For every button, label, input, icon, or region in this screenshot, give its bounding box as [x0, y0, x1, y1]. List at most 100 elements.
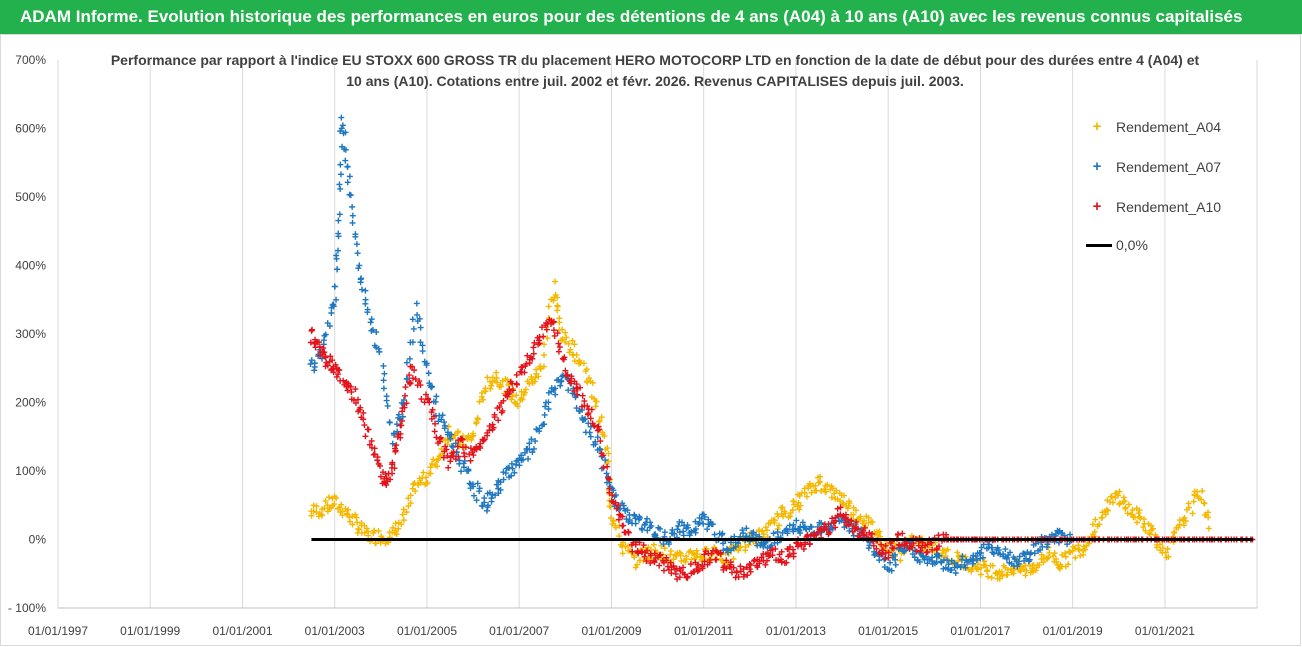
data-point [489, 421, 496, 428]
y-tick-label: 400% [15, 259, 46, 273]
data-point [1092, 516, 1099, 523]
data-point [541, 421, 548, 428]
data-point [477, 444, 484, 451]
data-point [361, 529, 368, 536]
data-point [403, 400, 410, 407]
data-point [327, 353, 334, 360]
data-point [1142, 527, 1149, 534]
data-point [1125, 501, 1132, 508]
data-point [778, 548, 785, 555]
data-point [370, 451, 377, 458]
data-point [526, 440, 533, 447]
data-point [730, 555, 737, 562]
data-point [1199, 487, 1206, 494]
data-point [326, 323, 333, 330]
data-point [568, 375, 575, 382]
data-point [807, 523, 814, 530]
data-point [873, 545, 880, 552]
data-point [597, 446, 604, 453]
data-point [542, 403, 549, 410]
data-point [787, 510, 794, 517]
data-point [321, 349, 328, 356]
data-point [817, 478, 824, 485]
data-point [700, 554, 707, 561]
data-point [1122, 504, 1129, 511]
data-point [1198, 496, 1205, 503]
data-point [1043, 543, 1050, 550]
data-point [915, 542, 922, 549]
data-point [640, 542, 647, 549]
data-point [550, 319, 557, 326]
data-point [709, 521, 716, 528]
data-point [333, 296, 340, 303]
data-point [688, 528, 695, 535]
data-point [541, 352, 548, 359]
data-point [407, 492, 414, 499]
data-point [924, 548, 931, 555]
data-point [812, 531, 819, 538]
data-point [461, 453, 468, 460]
data-point [401, 404, 408, 411]
data-point [740, 566, 747, 573]
data-point [881, 556, 888, 563]
data-point [1017, 568, 1024, 575]
data-point [537, 365, 544, 372]
data-point [469, 433, 476, 440]
data-point [775, 557, 782, 564]
data-point [431, 428, 438, 435]
data-point [1077, 552, 1084, 559]
data-point [398, 422, 405, 429]
data-point [355, 526, 362, 533]
data-point [574, 391, 581, 398]
data-point [840, 499, 847, 506]
data-point [389, 440, 396, 447]
data-point [1205, 514, 1212, 521]
data-point [1103, 506, 1110, 513]
data-point [1046, 549, 1053, 556]
data-point [676, 529, 683, 536]
data-point [605, 476, 612, 483]
data-point [1037, 546, 1044, 553]
data-point [342, 129, 349, 136]
data-point [829, 485, 836, 492]
data-point [400, 396, 407, 403]
data-point [419, 342, 426, 349]
data-point [842, 515, 849, 522]
data-point [508, 472, 515, 479]
data-point [1045, 554, 1052, 561]
data-point [555, 340, 562, 347]
data-point [978, 564, 985, 571]
data-point [636, 515, 643, 522]
data-point [321, 332, 328, 339]
data-point [531, 339, 538, 346]
data-point [592, 403, 599, 410]
data-point [389, 461, 396, 468]
data-point [550, 318, 557, 325]
data-point [487, 385, 494, 392]
data-point [604, 463, 611, 470]
data-point [696, 566, 703, 573]
data-point [433, 393, 440, 400]
data-point [1181, 522, 1188, 529]
data-point [846, 500, 853, 507]
data-point [1109, 499, 1116, 506]
data-point [790, 550, 797, 557]
data-point [392, 447, 399, 454]
data-point [562, 338, 569, 345]
data-point [863, 531, 870, 538]
data-point [845, 503, 852, 510]
data-point [665, 541, 672, 548]
data-point [342, 505, 349, 512]
data-point [349, 212, 356, 219]
data-point [799, 519, 806, 526]
data-point [313, 509, 320, 516]
data-point [331, 283, 338, 290]
data-point [330, 301, 337, 308]
y-tick-label: 100% [15, 464, 46, 478]
data-point [878, 541, 885, 548]
data-point [500, 397, 507, 404]
data-point [1115, 492, 1122, 499]
data-point [724, 549, 731, 556]
data-point [594, 434, 601, 441]
data-point [393, 531, 400, 538]
